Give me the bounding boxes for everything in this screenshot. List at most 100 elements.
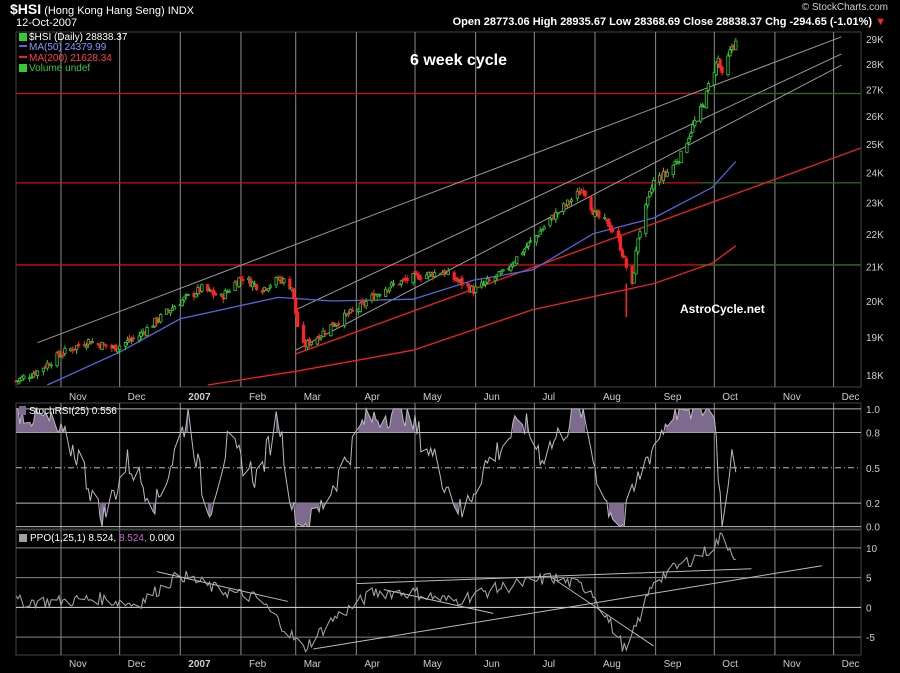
candle-body	[554, 211, 558, 220]
candle-body	[266, 288, 270, 292]
ppo-trendline	[383, 589, 494, 614]
price-y-tick: 22K	[866, 230, 884, 241]
candle-body	[118, 345, 122, 350]
x-tick-label: Sep	[664, 659, 682, 670]
candle-body	[452, 272, 456, 280]
candle-body	[237, 277, 241, 288]
down-arrow-icon: ▼	[875, 16, 886, 28]
candle-body	[460, 277, 464, 286]
symbol-exchange: INDX	[167, 5, 194, 17]
candle-body	[137, 335, 141, 341]
candle-body	[387, 287, 392, 292]
candle-body	[569, 199, 574, 202]
ma200-line	[207, 245, 737, 386]
candle-body	[180, 299, 184, 307]
candle-body	[685, 143, 689, 153]
price-y-tick: 20K	[866, 297, 884, 308]
candle-body	[239, 276, 243, 279]
ppo-trendline	[313, 565, 822, 650]
candle-body	[687, 138, 691, 143]
stochrsi-y-tick: 0.2	[866, 499, 880, 510]
x-tick-label: Dec	[842, 659, 860, 670]
x-tick-label: May	[423, 392, 442, 403]
candle-body	[139, 332, 143, 337]
volume-legend-icon	[19, 64, 27, 72]
candle-body	[515, 256, 519, 265]
price-y-tick: 21K	[866, 263, 884, 274]
candle-body	[417, 274, 421, 280]
x-tick-label: Oct	[722, 659, 738, 670]
x-tick-label: Apr	[364, 392, 380, 403]
candle-body	[411, 273, 415, 284]
candle-body	[405, 277, 409, 281]
candle-body	[620, 249, 624, 257]
legend-volume: Volume undef	[29, 63, 90, 74]
candle-body	[90, 341, 94, 344]
channel-line	[295, 64, 842, 351]
candle-body	[432, 272, 437, 278]
candle-body	[564, 204, 568, 207]
ppo-title-label: PPO(1,25,1) 8.524,	[30, 533, 116, 544]
candle-body	[493, 277, 497, 282]
candle-body	[227, 290, 231, 293]
price-y-tick: 29K	[866, 35, 884, 46]
candle-body	[526, 242, 531, 247]
candle-body	[274, 277, 278, 286]
candle-body	[63, 348, 67, 354]
legend-price: $HSI (Daily) 28838.37	[29, 32, 128, 43]
candle-body	[632, 272, 636, 284]
price-y-tick: 18K	[866, 371, 884, 382]
candle-body	[728, 49, 732, 57]
x-tick-label: Nov	[69, 392, 87, 403]
watermark-annotation: AstroCycle.net	[680, 302, 765, 316]
x-tick-label: Nov	[783, 392, 801, 403]
candle-body	[223, 290, 227, 300]
candle-body	[542, 226, 546, 230]
x-tick-label: Jun	[484, 392, 500, 403]
candle-body	[706, 83, 711, 91]
candle-body	[699, 106, 703, 122]
candle-body	[509, 265, 513, 271]
candle-body	[384, 288, 388, 297]
candle-body	[61, 354, 65, 357]
x-tick-label: Dec	[128, 392, 146, 403]
candle-body	[206, 284, 210, 292]
stochrsi-legend-icon	[19, 406, 26, 415]
candle-body	[337, 323, 341, 326]
candle-body	[194, 293, 198, 298]
ma50-line	[47, 161, 737, 386]
x-tick-label: Nov	[69, 659, 87, 670]
candle-body	[59, 355, 63, 358]
candle-body	[622, 256, 626, 258]
candle-body	[22, 375, 26, 379]
candle-body	[521, 252, 525, 256]
candle-body	[268, 285, 272, 288]
candle-body	[671, 164, 675, 176]
ppo-title-signal: 8.524,	[119, 533, 147, 544]
price-panel	[15, 31, 862, 388]
ppo-y-tick: -5	[866, 633, 875, 644]
x-tick-label: Mar	[304, 659, 322, 670]
candle-body	[693, 119, 697, 127]
ppo-title: PPO(1,25,1) 8.524, 8.524, 0.000	[30, 533, 175, 544]
legend-ma200: MA(200) 21628.34	[29, 53, 112, 64]
candle-body	[309, 341, 313, 346]
x-tick-label: May	[423, 659, 442, 670]
candle-body	[536, 235, 540, 238]
candle-body	[364, 301, 368, 307]
x-tick-label: Apr	[364, 659, 380, 670]
symbol-ticker: $HSI	[10, 1, 42, 17]
candle-body	[646, 197, 650, 206]
candle-body	[726, 55, 730, 76]
ohlc-readout: Open 28773.06 High 28935.67 Low 28368.69…	[453, 16, 886, 28]
x-tick-label: Feb	[249, 659, 267, 670]
candle-body	[35, 370, 40, 377]
candle-body	[241, 278, 245, 282]
stochrsi-y-tick: 0.5	[866, 464, 880, 475]
candle-body	[603, 217, 607, 219]
candle-body	[714, 62, 718, 76]
brand-label[interactable]: © StockCharts.com	[801, 2, 888, 13]
candle-body	[548, 218, 552, 226]
candle-body	[481, 283, 486, 286]
candle-body	[159, 314, 163, 323]
